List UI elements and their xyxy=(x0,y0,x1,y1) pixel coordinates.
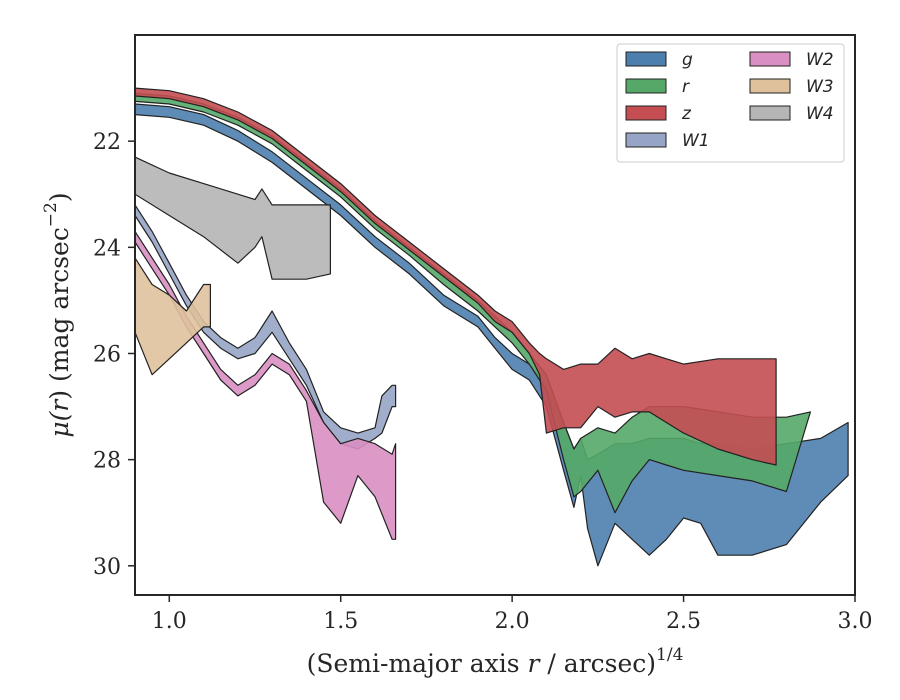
series-layer xyxy=(135,87,849,567)
legend-swatch-w2 xyxy=(749,51,791,67)
series-band-g xyxy=(135,103,849,567)
legend-swatch-r xyxy=(625,78,667,94)
x-axis-title: (Semi-major axis r / arcsec)1/4 xyxy=(307,645,684,678)
y-tick-label: 22 xyxy=(93,130,121,155)
legend-label-g: g xyxy=(682,50,693,70)
legend-label-w1: W1 xyxy=(682,131,710,151)
y-tick-label: 30 xyxy=(93,555,121,580)
legend-swatch-w1 xyxy=(625,132,667,148)
legend-label-z: z xyxy=(681,104,692,124)
legend-swatch-z xyxy=(625,105,667,121)
y-axis-title: μ(r) (mag arcsec−2) xyxy=(41,192,74,437)
x-tick-label: 2.5 xyxy=(666,609,701,634)
ticks-layer: 1.0 1.5 2.0 2.5 3.0 22 24 26 28 30 xyxy=(93,130,873,634)
x-tick-label: 1.5 xyxy=(323,609,358,634)
series-band-w3 xyxy=(135,257,211,376)
y-tick-label: 28 xyxy=(93,449,121,474)
x-tick-label: 2.0 xyxy=(495,609,530,634)
y-tick-label: 26 xyxy=(93,342,121,367)
legend-swatch-g xyxy=(625,51,667,67)
series-band-w4 xyxy=(135,156,331,280)
legend-label-w2: W2 xyxy=(806,50,834,70)
x-tick-label: 3.0 xyxy=(838,609,873,634)
legend-swatch-w3 xyxy=(749,78,791,94)
legend-label-w4: W4 xyxy=(806,104,834,124)
y-tick-label: 24 xyxy=(93,236,121,261)
legend-swatch-w4 xyxy=(749,105,791,121)
series-band-z xyxy=(135,87,777,466)
series-band-w1 xyxy=(135,204,397,450)
legend-label-w3: W3 xyxy=(806,77,834,97)
legend-frame xyxy=(616,43,845,163)
legend: grz W1 W2 W3 W4 xyxy=(616,43,845,163)
series-band-w2 xyxy=(135,230,397,540)
legend-label-r: r xyxy=(682,77,690,97)
x-tick-label: 1.0 xyxy=(152,609,187,634)
plot-frame xyxy=(134,34,856,596)
